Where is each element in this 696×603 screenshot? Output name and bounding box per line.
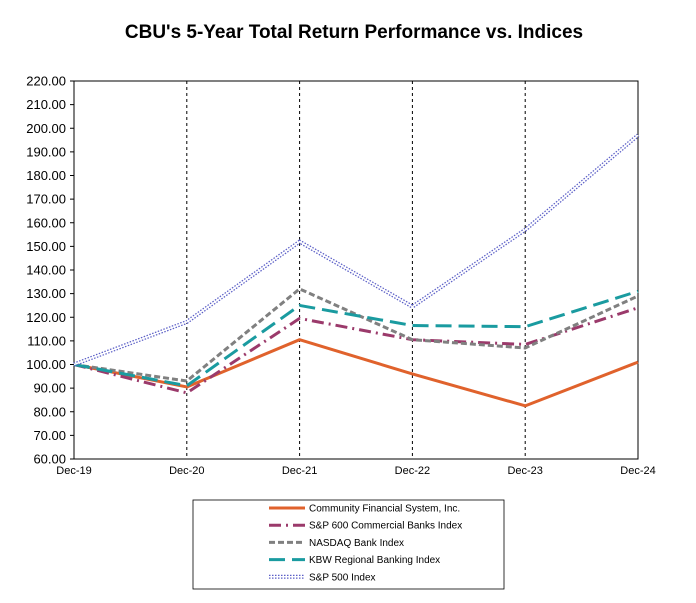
series-line-s-p-500-index-inner [73, 134, 639, 366]
y-tick-label: 130.00 [26, 286, 66, 301]
y-tick-label: 200.00 [26, 121, 66, 136]
x-tick-label: Dec-19 [56, 465, 91, 477]
chart-title: CBU's 5-Year Total Return Performance vs… [125, 22, 583, 43]
legend-label: S&P 600 Commercial Banks Index [309, 521, 462, 532]
y-tick-label: 80.00 [33, 404, 66, 419]
series-line-kbw-regional-banking-index [73, 289, 639, 388]
legend-label: KBW Regional Banking Index [309, 555, 440, 566]
y-tick-label: 170.00 [26, 192, 66, 207]
series-layer [73, 133, 640, 408]
y-tick-label: 90.00 [33, 381, 66, 396]
series-line-s-p-500-index-outer [73, 133, 640, 367]
x-tick-label: Dec-22 [395, 465, 430, 477]
legend: Community Financial System, Inc. S&P 600 … [192, 499, 505, 590]
series-line-s-p-500-index [73, 133, 640, 367]
y-tick-label: 140.00 [26, 263, 66, 278]
y-tick-label: 60.00 [33, 452, 66, 467]
x-axis: Dec-19 Dec-20 Dec-21 Dec-22 Dec-23 Dec-24 [56, 465, 655, 477]
x-tick-label: Dec-21 [282, 465, 317, 477]
y-tick-label: 150.00 [26, 239, 66, 254]
y-tick-label: 120.00 [26, 310, 66, 325]
y-tick-label: 110.00 [27, 333, 66, 348]
y-tick-label: 70.00 [33, 428, 66, 443]
plot-area [73, 80, 639, 460]
legend-label: Community Financial System, Inc. [309, 504, 460, 515]
series-line-nasdaq-bank-index [73, 287, 639, 383]
grid-layer [186, 81, 526, 459]
y-tick-label: 160.00 [26, 215, 66, 230]
x-tick-label: Dec-24 [620, 465, 655, 477]
series-line-community-financial-system-inc [73, 338, 639, 408]
y-axis: 60.00 70.00 80.00 90.00 100.00 110.00 120.00 13… [26, 74, 74, 467]
legend-box [192, 499, 505, 590]
legend-label: S&P 500 Index [309, 572, 376, 583]
y-tick-label: 100.00 [26, 357, 66, 372]
legend-label: NASDAQ Bank Index [309, 538, 404, 549]
x-tick-label: Dec-20 [169, 465, 204, 477]
y-tick-label: 220.00 [26, 74, 66, 89]
y-tick-label: 180.00 [26, 168, 66, 183]
y-tick-label: 190.00 [26, 144, 66, 159]
x-tick-label: Dec-23 [507, 465, 542, 477]
y-tick-label: 210.00 [26, 97, 66, 112]
